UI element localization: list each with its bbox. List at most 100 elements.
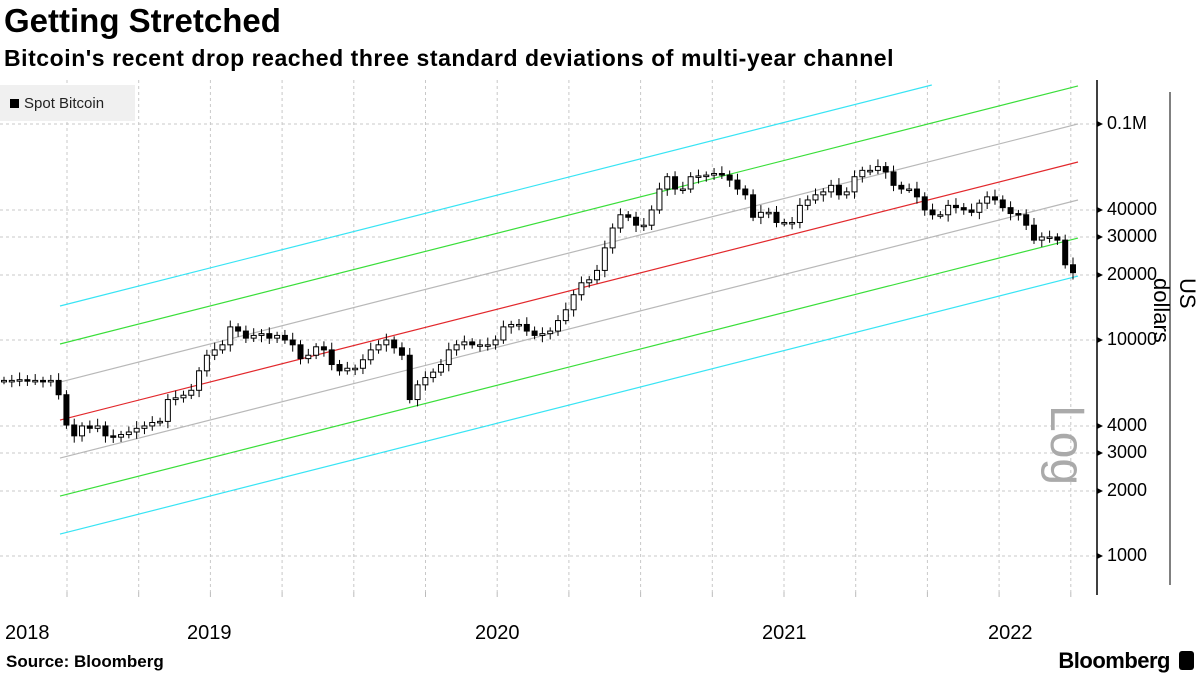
chart-title: Getting Stretched	[4, 2, 281, 39]
candle-body	[71, 424, 78, 437]
candle-body	[999, 199, 1006, 209]
candle-body	[375, 344, 382, 351]
candle-body	[913, 188, 920, 198]
y-tick	[1097, 233, 1103, 240]
candle-body	[757, 211, 764, 218]
candle-body	[188, 389, 195, 396]
candle-body	[968, 209, 975, 213]
y-axis-title: US dollars	[1149, 278, 1200, 343]
candle-body	[765, 211, 772, 215]
candle-body	[437, 364, 444, 373]
candle-body	[515, 323, 522, 327]
x-tick-label: 2018	[5, 622, 50, 644]
candle-body	[461, 341, 468, 346]
candle-body	[47, 379, 54, 383]
candle-body	[1070, 264, 1076, 274]
candle-body	[859, 169, 866, 178]
candle-body	[531, 330, 538, 336]
candle-body	[157, 420, 164, 424]
candle-body	[110, 435, 117, 438]
legend-swatch	[10, 98, 19, 108]
candle-body	[196, 370, 203, 391]
candle-body	[289, 339, 296, 346]
candle-body	[664, 176, 671, 190]
log-scale-label: Log	[1040, 405, 1093, 486]
candle-body	[648, 209, 655, 226]
candle-body	[383, 339, 390, 346]
candle-body	[266, 333, 273, 339]
candle-body	[633, 216, 640, 226]
candle-body	[430, 371, 437, 379]
y-tick-label: 0.1M	[1107, 113, 1148, 133]
candle-body	[203, 354, 210, 372]
candle-body	[929, 209, 936, 216]
y-tick-label: 4000	[1107, 414, 1148, 435]
candle-body	[820, 191, 827, 196]
candle-body	[617, 214, 624, 229]
candle-body	[555, 320, 562, 332]
candle-body	[164, 399, 171, 422]
candle-body	[492, 339, 499, 346]
candle-body	[133, 427, 140, 433]
channel-line-sigma-3	[59, 84, 932, 307]
candle-body	[211, 349, 218, 356]
candle-body	[328, 349, 335, 366]
candle-body	[141, 425, 148, 429]
candle-body	[812, 194, 819, 201]
candle-body	[804, 199, 811, 206]
candle-body	[63, 394, 70, 426]
y-tick	[1097, 337, 1103, 343]
candle-body	[1015, 213, 1022, 216]
y-tick	[1097, 121, 1103, 127]
candle-body	[469, 341, 476, 346]
candle-body	[414, 384, 421, 401]
candle-body	[734, 179, 741, 190]
candle-body	[851, 176, 858, 193]
candle-body	[539, 333, 546, 336]
candle-body	[796, 204, 803, 223]
candle-body	[359, 359, 366, 369]
candle-body	[219, 344, 226, 351]
candle-body	[102, 425, 109, 437]
candle-body	[391, 339, 398, 349]
candle-body	[8, 379, 15, 383]
legend-label: Spot Bitcoin	[24, 94, 105, 112]
candle-body	[835, 184, 842, 196]
candle-body	[781, 221, 788, 225]
candle-body	[547, 330, 554, 335]
candle-body	[352, 367, 359, 371]
candle-body	[952, 204, 959, 209]
candle-body	[726, 174, 733, 181]
y-tick	[1097, 422, 1103, 429]
candle-body	[344, 367, 351, 372]
bloomberg-logo: Bloomberg	[1058, 648, 1170, 673]
legend: Spot Bitcoin	[0, 85, 135, 121]
candle-body	[937, 214, 944, 217]
candle-body	[32, 379, 39, 383]
candle-body	[960, 207, 967, 211]
candle-body	[55, 379, 62, 396]
candle-body	[679, 188, 686, 192]
y-tick	[1097, 206, 1103, 213]
candle-body	[320, 346, 327, 351]
source-note: Source: Bloomberg	[6, 652, 164, 671]
y-tick-label: 10000	[1107, 329, 1158, 349]
candle-body	[1054, 236, 1061, 241]
candle-body	[149, 422, 156, 427]
y-tick	[1097, 553, 1103, 559]
chart-subtitle: Bitcoin's recent drop reached three stan…	[4, 45, 895, 71]
candle-body	[656, 188, 663, 211]
candle-body	[578, 282, 585, 296]
candle-body	[1038, 236, 1045, 241]
y-tick-label: 40000	[1107, 198, 1158, 219]
candle-body	[297, 344, 304, 360]
candle-body	[984, 196, 991, 204]
candle-body	[562, 309, 569, 322]
candle-body	[906, 188, 913, 192]
candle-body	[898, 184, 905, 190]
candle-body	[508, 323, 515, 328]
candle-body	[453, 344, 460, 351]
candle-body	[422, 377, 429, 386]
candle-body	[711, 172, 718, 176]
